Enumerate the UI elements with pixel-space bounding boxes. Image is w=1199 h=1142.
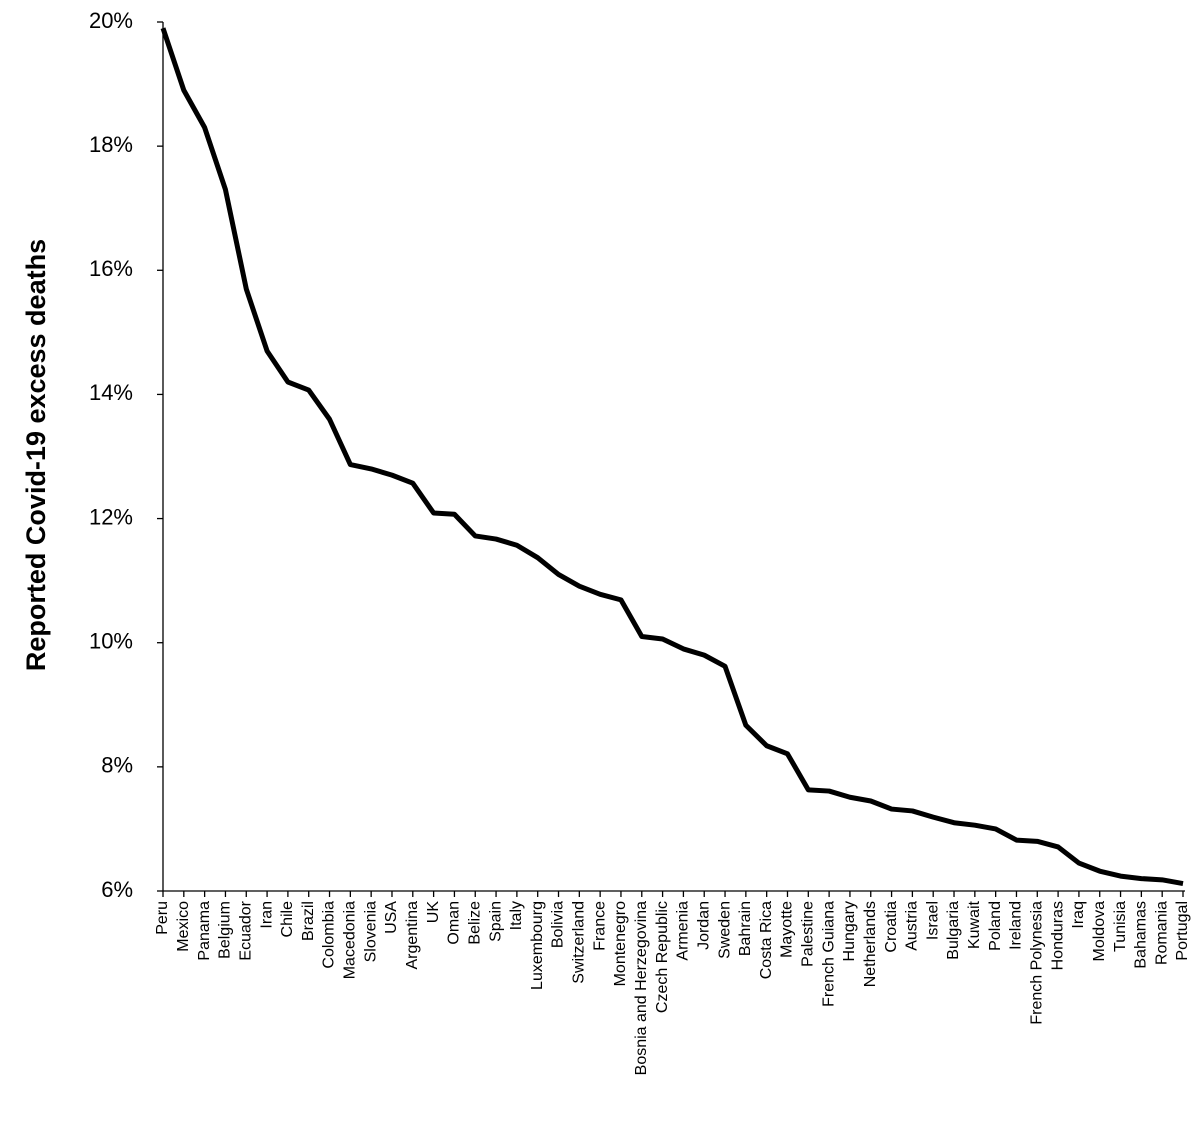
x-tick-label: Belize <box>466 901 483 945</box>
x-tick-label: Armenia <box>675 901 692 961</box>
x-tick-label: Czech Republic <box>654 901 671 1013</box>
x-tick-label: Slovenia <box>362 901 379 962</box>
x-tick-label: Belgium <box>217 901 234 959</box>
y-tick-label: 6% <box>101 877 133 902</box>
x-tick-label: Portugal <box>1174 901 1191 961</box>
x-tick-label: Bosnia and Herzegovina <box>633 901 650 1075</box>
x-tick-label: Honduras <box>1049 901 1066 970</box>
x-tick-label: Oman <box>446 901 463 945</box>
x-tick-label: French Guiana <box>820 901 837 1007</box>
x-tick-label: Ecuador <box>237 900 254 960</box>
x-tick-label: Montenegro <box>612 901 629 986</box>
x-tick-label: France <box>591 901 608 951</box>
x-tick-label: Argentina <box>404 901 421 970</box>
x-tick-label: Bahrain <box>737 901 754 956</box>
x-tick-label: Spain <box>487 901 504 942</box>
x-tick-label: Mayotte <box>779 901 796 958</box>
y-tick-label: 8% <box>101 753 133 778</box>
y-tick-label: 14% <box>89 380 133 405</box>
x-tick-label: Romania <box>1153 901 1170 965</box>
x-tick-label: Bahamas <box>1133 901 1150 969</box>
x-tick-label: Luxembourg <box>529 901 546 990</box>
x-tick-label: Mexico <box>175 901 192 952</box>
y-tick-label: 12% <box>89 504 133 529</box>
x-tick-label: Bolivia <box>550 901 567 948</box>
x-tick-label: Bulgaria <box>945 901 962 960</box>
x-tick-label: Kuwait <box>966 900 983 949</box>
y-tick-label: 16% <box>89 256 133 281</box>
x-tick-label: Macedonia <box>342 901 359 979</box>
x-tick-label: Italy <box>508 901 525 930</box>
x-tick-label: Chile <box>279 901 296 938</box>
x-tick-label: Netherlands <box>862 901 879 987</box>
x-tick-label: UK <box>425 901 442 924</box>
x-tick-label: Peru <box>154 901 171 935</box>
y-tick-label: 20% <box>89 8 133 33</box>
x-tick-label: USA <box>383 901 400 934</box>
x-tick-label: Ireland <box>1008 901 1025 950</box>
x-tick-label: Sweden <box>716 901 733 959</box>
x-tick-label: Hungary <box>841 901 858 961</box>
y-axis-title: Reported Covid-19 excess deaths <box>21 239 51 671</box>
x-tick-label: Austria <box>904 901 921 951</box>
x-tick-label: Costa Rica <box>758 901 775 979</box>
x-tick-label: Brazil <box>300 901 317 941</box>
x-tick-label: Switzerland <box>571 901 588 984</box>
data-line <box>160 27 1184 887</box>
x-tick-label: French Polynesia <box>1029 901 1046 1025</box>
x-tick-label: Croatia <box>883 901 900 953</box>
y-tick-label: 10% <box>89 629 133 654</box>
y-tick-label: 18% <box>89 132 133 157</box>
x-tick-label: Moldova <box>1091 901 1108 962</box>
x-tick-label: Iran <box>258 901 275 929</box>
x-tick-label: Colombia <box>321 901 338 969</box>
x-tick-label: Poland <box>987 901 1004 951</box>
x-tick-label: Iraq <box>1070 901 1087 929</box>
x-tick-label: Panama <box>196 901 213 961</box>
x-tick-label: Palestine <box>800 901 817 967</box>
x-tick-label: Israel <box>924 901 941 940</box>
x-tick-label: Jordan <box>695 901 712 950</box>
x-tick-label: Tunisia <box>1112 901 1129 952</box>
